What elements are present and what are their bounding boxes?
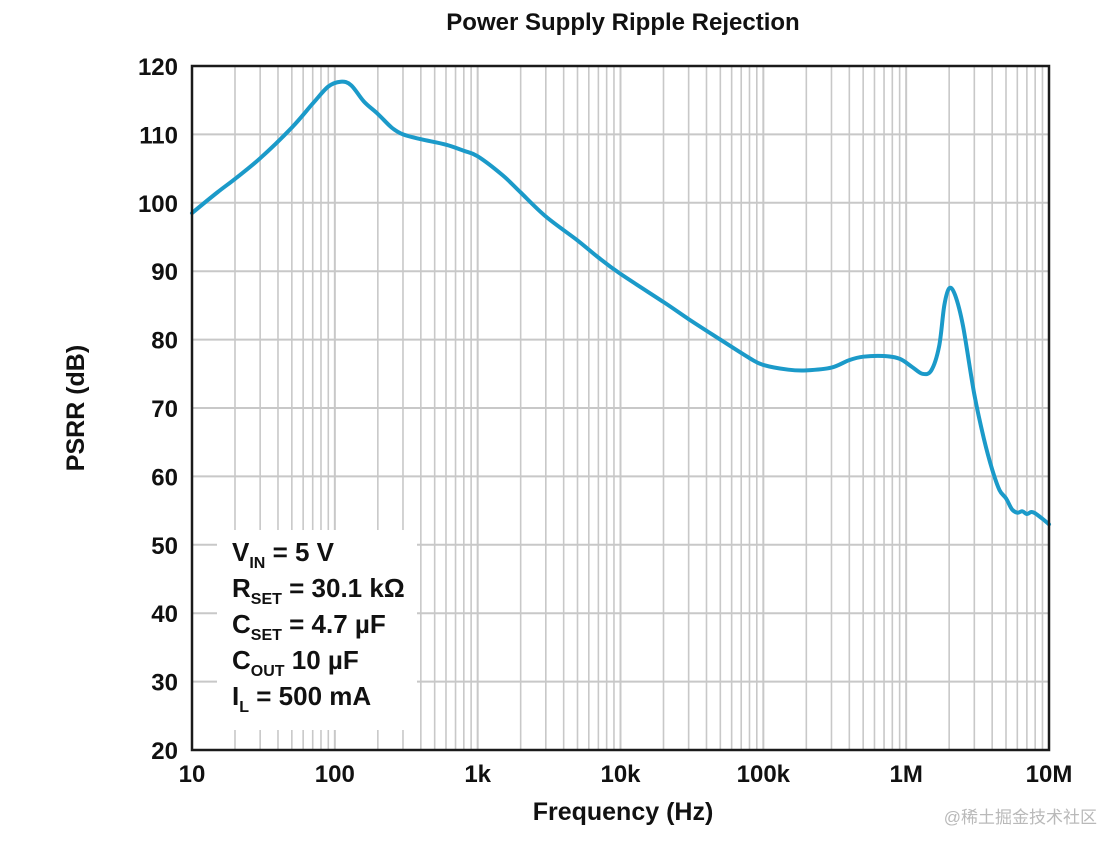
tick-labels: 20 30 40 50 60 70 80 90 100 110 120 10 100 1k 10k 100k 1…	[138, 54, 1072, 788]
y-tick-label: 110	[139, 122, 178, 149]
y-tick-label: 80	[151, 328, 178, 355]
y-tick-label: 70	[151, 396, 178, 423]
annotation-subscript: SET	[251, 591, 282, 608]
y-tick-label: 20	[151, 738, 178, 765]
x-tick-label: 10M	[1026, 761, 1073, 788]
y-tick-label: 100	[138, 191, 178, 218]
series-layer	[190, 79, 1051, 527]
y-tick-label: 50	[151, 533, 178, 560]
watermark: @稀土掘金技术社区	[944, 808, 1097, 827]
annotation-value: = 30.1 kΩ	[282, 573, 405, 603]
annotation-line: CSET = 4.7 µF	[232, 609, 386, 644]
plot-border	[190, 64, 1051, 752]
annotation-line: COUT 10 µF	[232, 645, 359, 680]
annotation-line: IL = 500 mA	[232, 681, 371, 716]
annotation-subscript: IN	[249, 555, 265, 572]
y-tick-label: 40	[151, 601, 178, 628]
annotation-value: = 500 mA	[249, 681, 371, 711]
x-axis-label: Frequency (Hz)	[533, 798, 714, 826]
x-tick-label: 100k	[737, 761, 791, 788]
x-tick-label: 1M	[889, 761, 922, 788]
x-tick-label: 1k	[464, 761, 491, 788]
annotation-line: RSET = 30.1 kΩ	[232, 573, 405, 608]
annotation-subscript: SET	[251, 627, 282, 644]
y-axis-label: PSRR (dB)	[62, 345, 90, 471]
psrr-series-line	[190, 79, 1051, 527]
annotation-symbol: R	[232, 573, 251, 603]
annotation-value: = 4.7 µF	[282, 609, 386, 639]
annotation-symbol: C	[232, 609, 251, 639]
annotation-line: VIN = 5 V	[232, 537, 335, 572]
annotation-box	[217, 530, 417, 730]
annotation-symbol: C	[232, 645, 251, 675]
chart-title: Power Supply Ripple Rejection	[446, 9, 799, 36]
y-tick-label: 60	[151, 464, 178, 491]
annotation-subscript: OUT	[251, 663, 285, 680]
x-tick-label: 10	[179, 761, 206, 788]
x-tick-label: 10k	[600, 761, 641, 788]
y-tick-label: 120	[138, 54, 178, 81]
y-tick-label: 90	[151, 259, 178, 286]
annotation-value: 10 µF	[285, 645, 359, 675]
annotation-subscript: L	[239, 699, 249, 716]
annotation-value: = 5 V	[265, 537, 334, 567]
y-tick-label: 30	[151, 670, 178, 697]
annotation-symbol: V	[232, 537, 250, 567]
annotation-background	[217, 530, 417, 730]
annotation-symbol: I	[232, 681, 239, 711]
x-tick-label: 100	[315, 761, 355, 788]
plot-frame	[190, 64, 1051, 752]
